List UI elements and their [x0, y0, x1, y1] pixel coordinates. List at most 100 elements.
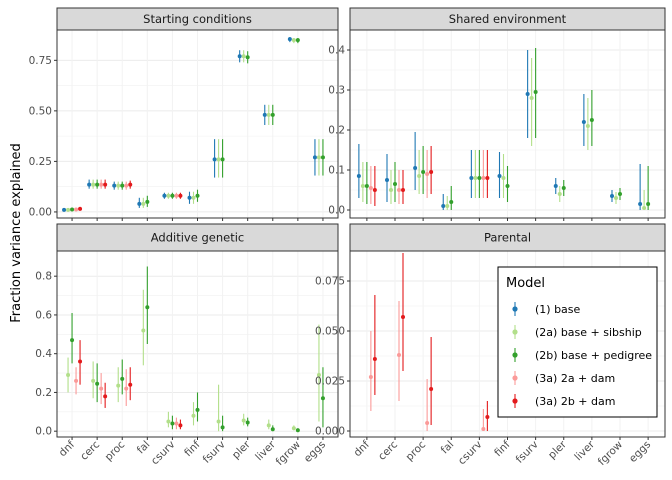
data-point — [356, 174, 361, 178]
data-point — [95, 381, 100, 386]
legend-key-point — [512, 306, 518, 312]
data-point — [364, 184, 369, 188]
legend-key-point — [512, 398, 518, 404]
data-point — [291, 38, 296, 43]
strip-title: Parental — [484, 231, 531, 245]
data-point — [195, 407, 200, 412]
y-axis-label: Fraction variance explained — [9, 143, 24, 323]
data-point — [372, 357, 377, 361]
data-point — [62, 207, 67, 212]
data-point — [291, 426, 296, 431]
data-point — [287, 37, 292, 42]
panel-0: Starting conditions 0.00 0.25 0.50 0.75 — [29, 7, 339, 221]
data-point — [585, 124, 590, 128]
data-point — [425, 172, 430, 176]
data-point — [241, 54, 246, 59]
y-tick-label: 0.025 — [315, 376, 345, 388]
data-point — [187, 195, 192, 200]
y-tick-label: 0.3 — [328, 85, 345, 97]
data-point — [533, 90, 538, 94]
data-point — [401, 188, 405, 192]
data-point — [485, 176, 490, 180]
data-point — [245, 420, 250, 425]
data-point — [401, 315, 405, 319]
y-tick-label: 0.2 — [328, 125, 345, 137]
data-point — [429, 170, 434, 174]
data-point — [473, 176, 478, 180]
data-point — [646, 202, 651, 206]
data-point — [241, 418, 246, 423]
legend-key-point — [512, 352, 518, 358]
data-point — [295, 38, 300, 43]
strip-background — [56, 223, 339, 252]
y-tick-label: 0.4 — [35, 348, 52, 360]
data-point — [497, 174, 502, 178]
data-point — [128, 382, 133, 387]
data-point — [87, 182, 92, 187]
data-point — [237, 54, 242, 59]
data-point — [120, 183, 125, 188]
data-point — [413, 166, 418, 170]
y-tick-label: 0.25 — [29, 156, 52, 168]
legend-entry-label: (2b) base + pedigree — [535, 349, 652, 362]
legend-entry-label: (3a) 2a + dam — [535, 372, 615, 385]
data-point — [112, 183, 117, 188]
data-point — [397, 353, 401, 357]
y-tick-label: 0.00 — [29, 206, 52, 218]
data-point — [481, 176, 486, 180]
data-point — [638, 202, 643, 206]
data-point — [212, 157, 217, 162]
data-point — [262, 112, 267, 117]
y-tick-label: 0.0 — [328, 205, 345, 217]
strip-title: Shared environment — [449, 12, 567, 26]
data-point — [116, 183, 121, 188]
data-point — [372, 188, 377, 192]
data-point — [481, 427, 486, 431]
data-point — [485, 415, 490, 419]
data-point — [174, 421, 179, 426]
data-point — [417, 174, 422, 178]
y-tick-label: 0.050 — [315, 326, 345, 338]
legend-box — [497, 266, 658, 418]
y-tick-label: 0.1 — [328, 165, 345, 177]
panel-border — [56, 29, 339, 219]
data-point — [78, 206, 83, 211]
data-point — [505, 184, 510, 188]
data-point — [561, 186, 566, 190]
data-point — [95, 182, 100, 187]
data-point — [557, 192, 562, 196]
y-tick-label: 0.8 — [35, 271, 52, 283]
data-point — [245, 55, 250, 60]
data-point — [120, 376, 125, 381]
data-point — [425, 421, 430, 425]
legend: Model (1) base (2a) base + sibship (2b) bas… — [497, 266, 658, 418]
panel-1: Shared environment 0.0 0.1 0.2 0.3 0.4 — [328, 7, 666, 221]
data-point — [103, 182, 108, 187]
legend-key-point — [512, 375, 518, 381]
y-tick-label: 0.075 — [315, 276, 345, 288]
data-point — [397, 188, 401, 192]
data-point — [91, 182, 96, 187]
data-point — [610, 194, 614, 198]
data-point — [445, 204, 450, 208]
data-point — [91, 378, 96, 383]
data-point — [137, 201, 142, 206]
data-point — [642, 206, 647, 210]
data-point — [116, 383, 121, 388]
data-point — [618, 192, 622, 196]
data-point — [99, 182, 104, 187]
data-point — [553, 184, 558, 188]
data-point — [469, 176, 474, 180]
data-point — [220, 157, 225, 162]
y-tick-label: 0.2 — [35, 387, 52, 399]
data-point — [449, 200, 454, 204]
data-point — [614, 196, 618, 200]
data-point — [178, 423, 183, 428]
data-point — [178, 193, 183, 198]
data-point — [216, 419, 221, 424]
data-point — [191, 195, 196, 200]
data-point — [141, 201, 146, 206]
data-point — [166, 419, 171, 424]
data-point — [312, 155, 317, 160]
